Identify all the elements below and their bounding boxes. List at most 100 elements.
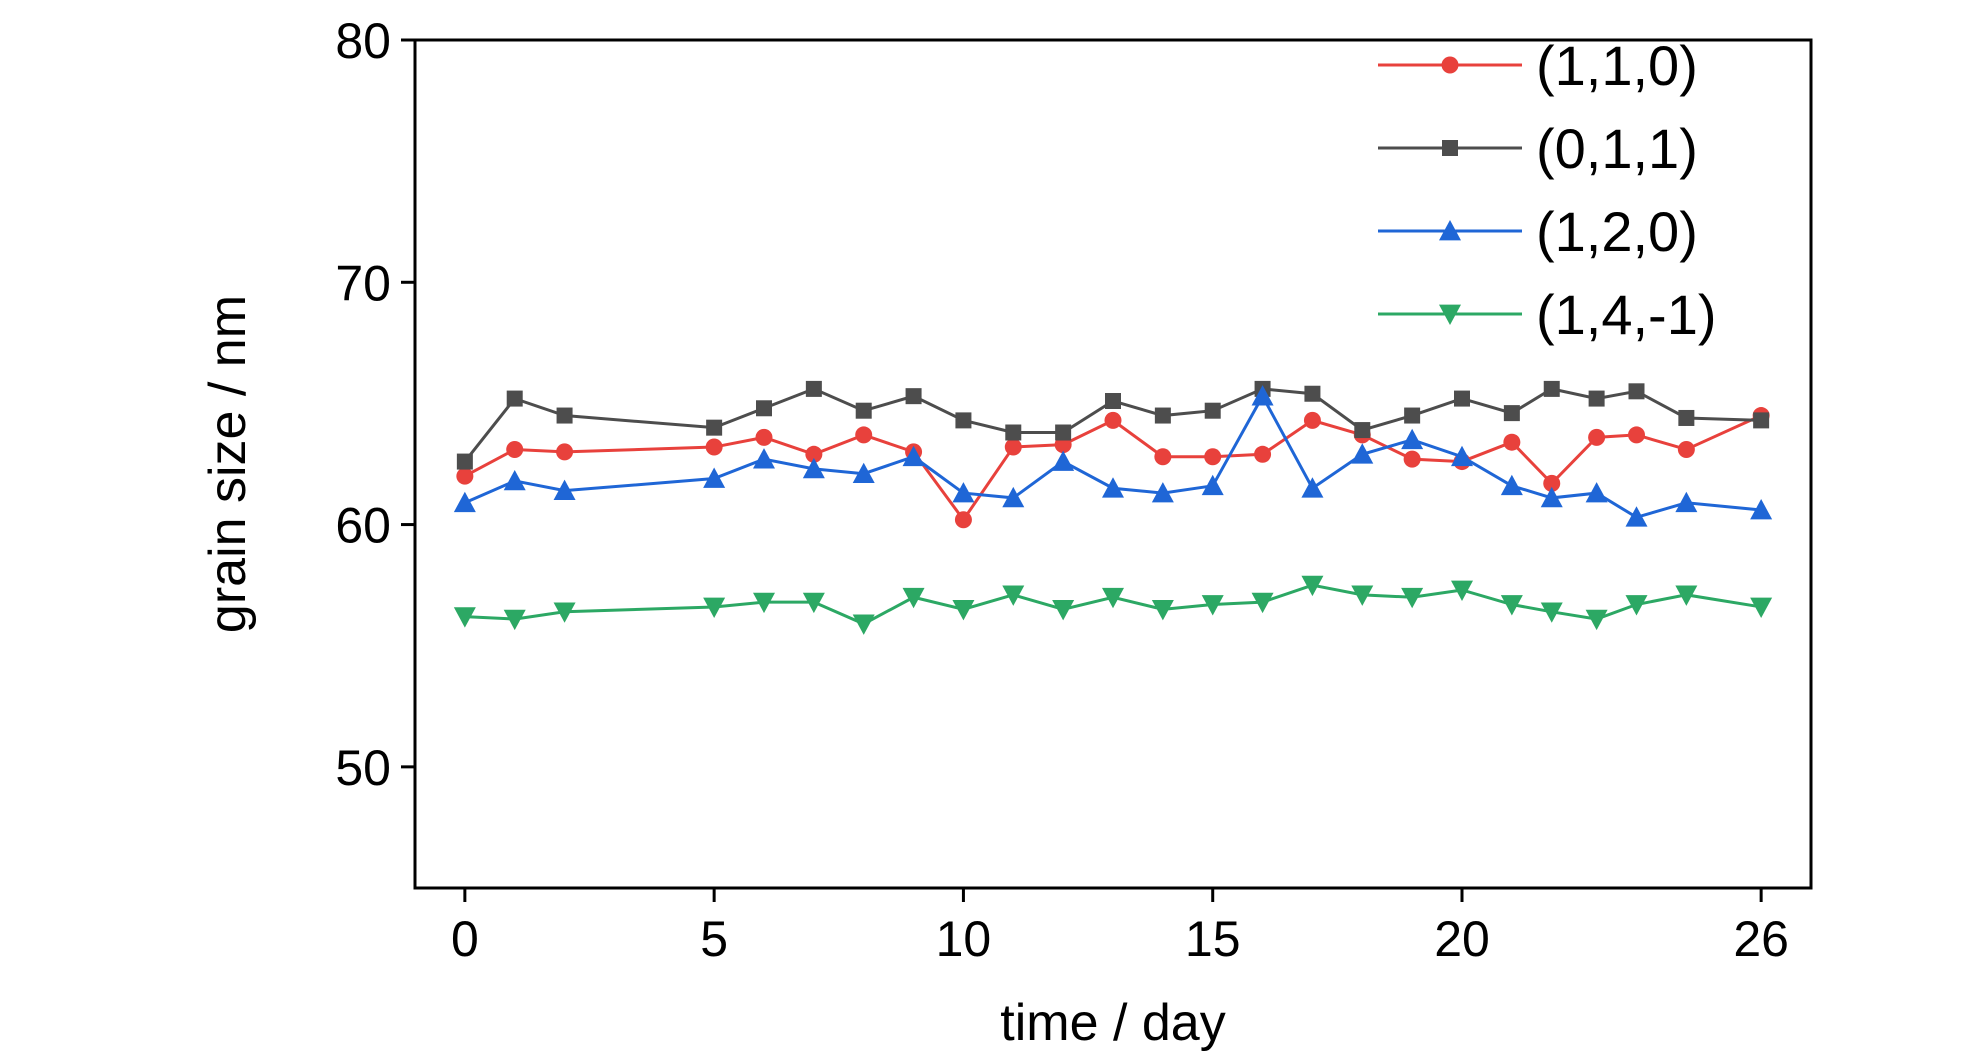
legend-label: (1,1,0)	[1536, 34, 1698, 97]
data-point	[1625, 506, 1648, 527]
data-point	[1625, 595, 1648, 616]
data-point	[1454, 390, 1470, 407]
x-axis-title: time / day	[1000, 994, 1225, 1052]
data-point	[1154, 407, 1171, 424]
series-layer	[453, 380, 1773, 635]
data-point	[1628, 383, 1645, 400]
data-point	[1201, 474, 1224, 496]
legend-entry: (1,4,-1)	[1378, 283, 1717, 346]
data-point	[1401, 587, 1424, 609]
data-point	[1204, 448, 1222, 466]
legend-marker	[1439, 304, 1461, 325]
data-point	[1753, 412, 1770, 429]
y-tick-label: 70	[335, 255, 391, 311]
data-point	[805, 445, 823, 463]
data-point	[1151, 600, 1174, 621]
data-point	[456, 467, 474, 485]
data-point	[1102, 587, 1124, 609]
data-point	[1005, 424, 1022, 441]
x-tick-label: 15	[1185, 911, 1241, 967]
legend-entry: (1,1,0)	[1378, 34, 1698, 97]
legend-entry: (1,2,0)	[1378, 200, 1698, 263]
data-point	[1543, 380, 1560, 397]
data-point	[1204, 402, 1221, 419]
data-point	[703, 467, 726, 488]
axes-layer: 0 5 10 15 20 26 50 60 70 80	[335, 13, 1789, 967]
x-tick-label: 20	[1434, 911, 1490, 967]
data-point	[1004, 438, 1022, 456]
data-point	[453, 491, 476, 513]
data-point	[1105, 393, 1121, 410]
data-point	[1002, 486, 1025, 508]
data-point	[1677, 440, 1695, 458]
data-point	[954, 511, 972, 529]
data-point	[753, 448, 775, 469]
data-point	[1500, 595, 1523, 616]
data-point	[1251, 592, 1274, 614]
data-point	[1301, 575, 1324, 597]
data-point	[553, 602, 576, 623]
data-point	[556, 407, 573, 424]
y-axis-title: grain size / nm	[199, 295, 257, 633]
data-point	[1675, 585, 1698, 606]
series-3	[453, 385, 1773, 527]
data-point	[1750, 597, 1773, 618]
data-point	[506, 390, 523, 407]
y-tick-label: 50	[335, 740, 391, 796]
data-point	[1540, 602, 1563, 623]
data-point	[1104, 411, 1122, 429]
y-tick-label: 80	[335, 13, 391, 69]
data-point	[1251, 385, 1274, 406]
legend-marker	[1442, 140, 1458, 156]
data-point	[503, 469, 526, 491]
legend-label: (0,1,1)	[1536, 117, 1698, 180]
data-point	[852, 614, 875, 635]
data-point	[503, 609, 526, 631]
data-point	[1451, 580, 1473, 601]
data-point	[755, 428, 773, 446]
data-point	[1154, 448, 1172, 466]
data-point	[1585, 609, 1608, 631]
data-point	[703, 597, 726, 618]
data-point	[506, 440, 524, 458]
data-point	[553, 479, 576, 501]
data-point	[1102, 477, 1124, 498]
data-point	[1304, 385, 1321, 402]
data-point	[1543, 474, 1561, 492]
data-point	[1540, 486, 1563, 508]
legend: (1,1,0) (0,1,1) (1,2,0) (1,4,-1)	[1378, 34, 1717, 346]
data-point	[955, 412, 972, 429]
series-1	[456, 407, 1770, 529]
data-point	[952, 482, 975, 503]
plot-frame	[413, 38, 1813, 890]
data-point	[1588, 428, 1606, 446]
data-point	[1588, 390, 1605, 407]
data-point	[855, 426, 873, 444]
data-point	[1301, 477, 1324, 498]
data-point	[1401, 428, 1424, 450]
data-point	[1503, 433, 1521, 451]
data-point	[802, 592, 825, 614]
x-tick-label: 0	[451, 911, 479, 967]
data-point	[453, 607, 476, 628]
series-line	[464, 414, 1762, 523]
data-point	[556, 443, 574, 461]
data-point	[1052, 600, 1075, 621]
data-point	[1500, 474, 1523, 496]
legend-marker	[1439, 220, 1461, 241]
series-4	[453, 575, 1773, 635]
data-point	[855, 402, 872, 419]
legend-label: (1,2,0)	[1536, 200, 1698, 263]
data-point	[902, 587, 925, 609]
data-point	[1351, 585, 1374, 606]
legend-marker	[1441, 56, 1459, 74]
legend-label: (1,4,-1)	[1536, 283, 1717, 346]
data-point	[902, 445, 925, 467]
data-point	[1354, 422, 1371, 439]
data-point	[705, 438, 723, 456]
data-point	[1750, 499, 1773, 520]
x-tick-label: 10	[936, 911, 992, 967]
data-point	[1351, 443, 1374, 464]
data-point	[756, 400, 772, 417]
